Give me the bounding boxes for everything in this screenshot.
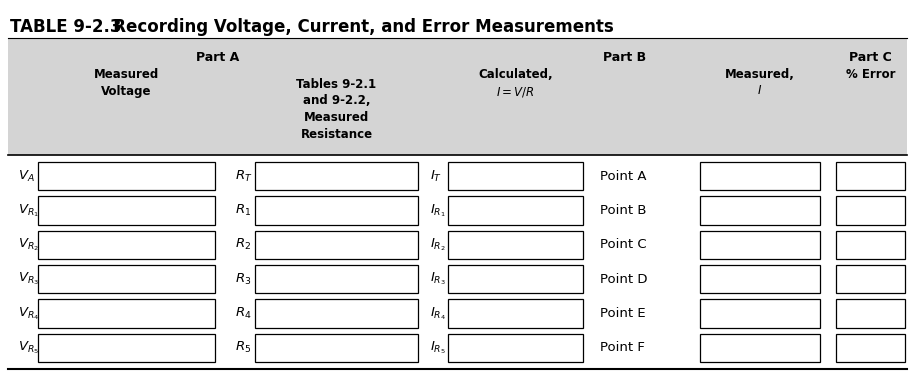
- Bar: [255, 231, 418, 259]
- Text: $I_{R_5}$: $I_{R_5}$: [430, 339, 446, 356]
- Text: $V_{R_4}$: $V_{R_4}$: [18, 305, 39, 322]
- Text: Part A: Part A: [197, 51, 240, 64]
- Bar: [700, 299, 820, 328]
- Text: $I_{R_2}$: $I_{R_2}$: [430, 237, 446, 253]
- Bar: [448, 196, 583, 225]
- Bar: [700, 334, 820, 362]
- Bar: [448, 334, 583, 362]
- Bar: [836, 334, 905, 362]
- Bar: [700, 196, 820, 225]
- Text: Point B: Point B: [600, 204, 647, 217]
- Bar: [448, 265, 583, 293]
- Bar: [255, 162, 418, 190]
- Bar: [255, 196, 418, 225]
- Bar: [836, 196, 905, 225]
- Text: $I_T$: $I_T$: [430, 169, 442, 184]
- Bar: [255, 265, 418, 293]
- Bar: [836, 231, 905, 259]
- Text: $R_3$: $R_3$: [235, 272, 252, 287]
- Bar: [448, 299, 583, 328]
- Text: % Error: % Error: [845, 68, 895, 81]
- Bar: [255, 299, 418, 328]
- Text: $R_5$: $R_5$: [235, 340, 252, 355]
- Text: $R_1$: $R_1$: [235, 203, 252, 218]
- Text: $I_{R_4}$: $I_{R_4}$: [430, 305, 447, 322]
- Text: Measured,
$I$: Measured, $I$: [725, 68, 795, 98]
- Bar: [38, 231, 215, 259]
- Bar: [700, 265, 820, 293]
- Text: Recording Voltage, Current, and Error Measurements: Recording Voltage, Current, and Error Me…: [96, 18, 614, 36]
- Bar: [38, 334, 215, 362]
- Text: $V_{R_3}$: $V_{R_3}$: [18, 271, 39, 287]
- Bar: [8, 38, 907, 155]
- Text: Calculated,
$I = V/R$: Calculated, $I = V/R$: [479, 68, 553, 99]
- Text: $R_2$: $R_2$: [235, 237, 251, 252]
- Text: $V_{R_2}$: $V_{R_2}$: [18, 237, 39, 253]
- Text: $I_{R_3}$: $I_{R_3}$: [430, 271, 446, 287]
- Text: Part B: Part B: [603, 51, 647, 64]
- Text: $I_{R_1}$: $I_{R_1}$: [430, 202, 446, 219]
- Text: $R_4$: $R_4$: [235, 306, 252, 321]
- Text: Point E: Point E: [600, 307, 646, 320]
- Bar: [38, 299, 215, 328]
- Bar: [38, 265, 215, 293]
- Text: TABLE 9-2.3: TABLE 9-2.3: [10, 18, 122, 36]
- Text: Measured
Voltage: Measured Voltage: [94, 68, 159, 98]
- Bar: [700, 231, 820, 259]
- Text: $V_A$: $V_A$: [18, 169, 35, 184]
- Bar: [38, 196, 215, 225]
- Text: $V_{R_5}$: $V_{R_5}$: [18, 339, 39, 356]
- Text: Point F: Point F: [600, 341, 645, 354]
- Bar: [448, 162, 583, 190]
- Bar: [700, 162, 820, 190]
- Text: Tables 9-2.1
and 9-2.2,
Measured
Resistance: Tables 9-2.1 and 9-2.2, Measured Resista…: [296, 78, 377, 141]
- Text: $R_T$: $R_T$: [235, 169, 253, 184]
- Bar: [836, 162, 905, 190]
- Text: Point C: Point C: [600, 239, 647, 251]
- Text: Part C: Part C: [849, 51, 892, 64]
- Bar: [836, 299, 905, 328]
- Bar: [38, 162, 215, 190]
- Bar: [255, 334, 418, 362]
- Text: $V_{R_1}$: $V_{R_1}$: [18, 202, 39, 219]
- Bar: [836, 265, 905, 293]
- Text: Point A: Point A: [600, 170, 647, 182]
- Text: Point D: Point D: [600, 273, 648, 286]
- Bar: [448, 231, 583, 259]
